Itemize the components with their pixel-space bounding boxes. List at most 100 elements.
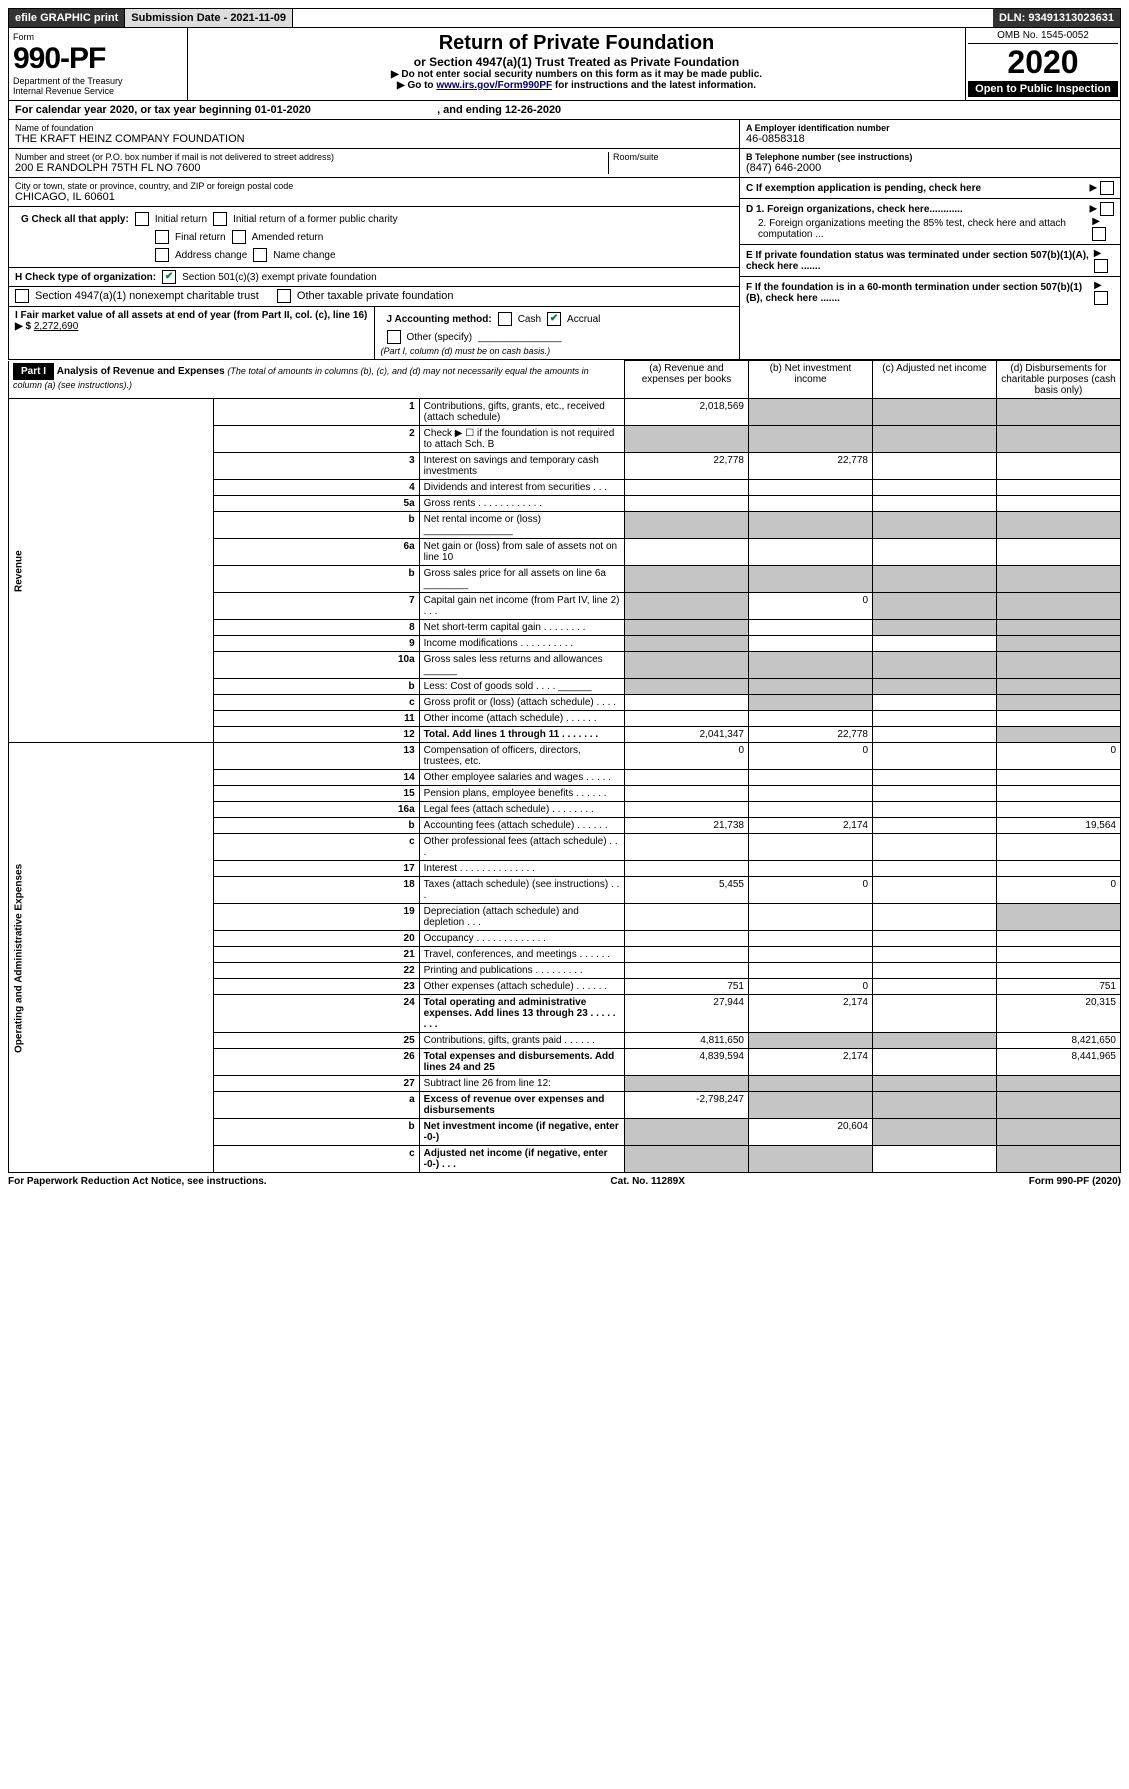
cell-c [873, 947, 997, 963]
cell-c [873, 566, 997, 593]
info-grid: Name of foundation THE KRAFT HEINZ COMPA… [8, 120, 1121, 360]
cell-b: 2,174 [749, 995, 873, 1033]
f-label: F If the foundation is in a 60-month ter… [746, 282, 1094, 304]
cell-c [873, 877, 997, 904]
cb-501c3[interactable] [162, 270, 176, 284]
row-desc: Printing and publications . . . . . . . … [419, 963, 624, 979]
cell-a [625, 426, 749, 453]
cell-c [873, 931, 997, 947]
cell-d [997, 802, 1121, 818]
cell-c [873, 770, 997, 786]
cb-other-taxable[interactable] [277, 289, 291, 303]
cell-c [873, 818, 997, 834]
footer-mid: Cat. No. 11289X [610, 1176, 684, 1187]
cell-d: 8,421,650 [997, 1033, 1121, 1049]
cell-b [749, 399, 873, 426]
row-desc: Capital gain net income (from Part IV, l… [419, 593, 624, 620]
cell-a [625, 947, 749, 963]
efile-button[interactable]: efile GRAPHIC print [9, 9, 125, 27]
cell-c [873, 711, 997, 727]
cell-a [625, 512, 749, 539]
ein-label: A Employer identification number [746, 123, 1114, 133]
cell-a [625, 802, 749, 818]
cb-accrual[interactable] [547, 312, 561, 326]
cell-b [749, 679, 873, 695]
cell-c [873, 904, 997, 931]
cell-b [749, 802, 873, 818]
form-number: 990-PF [13, 42, 183, 76]
cb-c[interactable] [1100, 181, 1114, 195]
row-desc: Contributions, gifts, grants paid . . . … [419, 1033, 624, 1049]
cell-a [625, 480, 749, 496]
part1-title: Analysis of Revenue and Expenses [57, 366, 225, 377]
cb-e[interactable] [1094, 259, 1108, 273]
row-num: c [214, 695, 419, 711]
row-num: 13 [214, 743, 419, 770]
cb-amended-return[interactable] [232, 230, 246, 244]
cell-d: 8,441,965 [997, 1049, 1121, 1076]
cell-c [873, 399, 997, 426]
cell-d [997, 947, 1121, 963]
cell-a [625, 679, 749, 695]
cell-a: 2,018,569 [625, 399, 749, 426]
cell-d: 20,315 [997, 995, 1121, 1033]
foundation-address: 200 E RANDOLPH 75TH FL NO 7600 [15, 162, 608, 174]
table-row: Operating and Administrative Expenses13C… [9, 743, 1121, 770]
row-desc: Contributions, gifts, grants, etc., rece… [419, 399, 624, 426]
dln: DLN: 93491313023631 [993, 9, 1120, 27]
cb-d2[interactable] [1092, 227, 1106, 241]
cell-c [873, 652, 997, 679]
cell-b [749, 711, 873, 727]
cell-c [873, 453, 997, 480]
omb-number: OMB No. 1545-0052 [968, 30, 1118, 44]
cell-b [749, 636, 873, 652]
cell-d [997, 770, 1121, 786]
cb-f[interactable] [1094, 291, 1108, 305]
cb-name-change[interactable] [253, 248, 267, 262]
cell-d [997, 861, 1121, 877]
cb-cash[interactable] [498, 312, 512, 326]
cb-initial-return[interactable] [135, 212, 149, 226]
cell-b [749, 1076, 873, 1092]
row-num: b [214, 512, 419, 539]
cell-a [625, 904, 749, 931]
cell-a [625, 566, 749, 593]
row-desc: Accounting fees (attach schedule) . . . … [419, 818, 624, 834]
cb-initial-public[interactable] [213, 212, 227, 226]
cb-d1[interactable] [1100, 202, 1114, 216]
row-num: 21 [214, 947, 419, 963]
subtitle: or Section 4947(a)(1) Trust Treated as P… [192, 55, 961, 69]
cb-other-method[interactable] [387, 330, 401, 344]
instructions-link[interactable]: www.irs.gov/Form990PF [436, 80, 552, 91]
phone-value: (847) 646-2000 [746, 162, 1114, 174]
calendar-year-row: For calendar year 2020, or tax year begi… [8, 101, 1121, 120]
cell-b: 22,778 [749, 453, 873, 480]
cell-d [997, 904, 1121, 931]
part1-table: Part I Analysis of Revenue and Expenses … [8, 360, 1121, 1173]
cell-c [873, 1049, 997, 1076]
cb-final-return[interactable] [155, 230, 169, 244]
form-label: Form [13, 32, 183, 42]
cell-b: 0 [749, 979, 873, 995]
cell-c [873, 802, 997, 818]
cell-a: 4,839,594 [625, 1049, 749, 1076]
cell-c [873, 1076, 997, 1092]
row-num: 6a [214, 539, 419, 566]
cb-4947[interactable] [15, 289, 29, 303]
submission-date: Submission Date - 2021-11-09 [125, 9, 293, 27]
cell-c [873, 1119, 997, 1146]
g-label: G Check all that apply: [21, 214, 129, 225]
top-bar: efile GRAPHIC print Submission Date - 20… [8, 8, 1121, 28]
row-num: b [214, 566, 419, 593]
row-num: 11 [214, 711, 419, 727]
cb-address-change[interactable] [155, 248, 169, 262]
cell-b [749, 1146, 873, 1173]
row-num: 3 [214, 453, 419, 480]
row-num: 1 [214, 399, 419, 426]
row-num: 12 [214, 727, 419, 743]
cell-a [625, 931, 749, 947]
part1-label: Part I [13, 363, 54, 380]
cell-c [873, 679, 997, 695]
row-num: 19 [214, 904, 419, 931]
cell-d [997, 679, 1121, 695]
